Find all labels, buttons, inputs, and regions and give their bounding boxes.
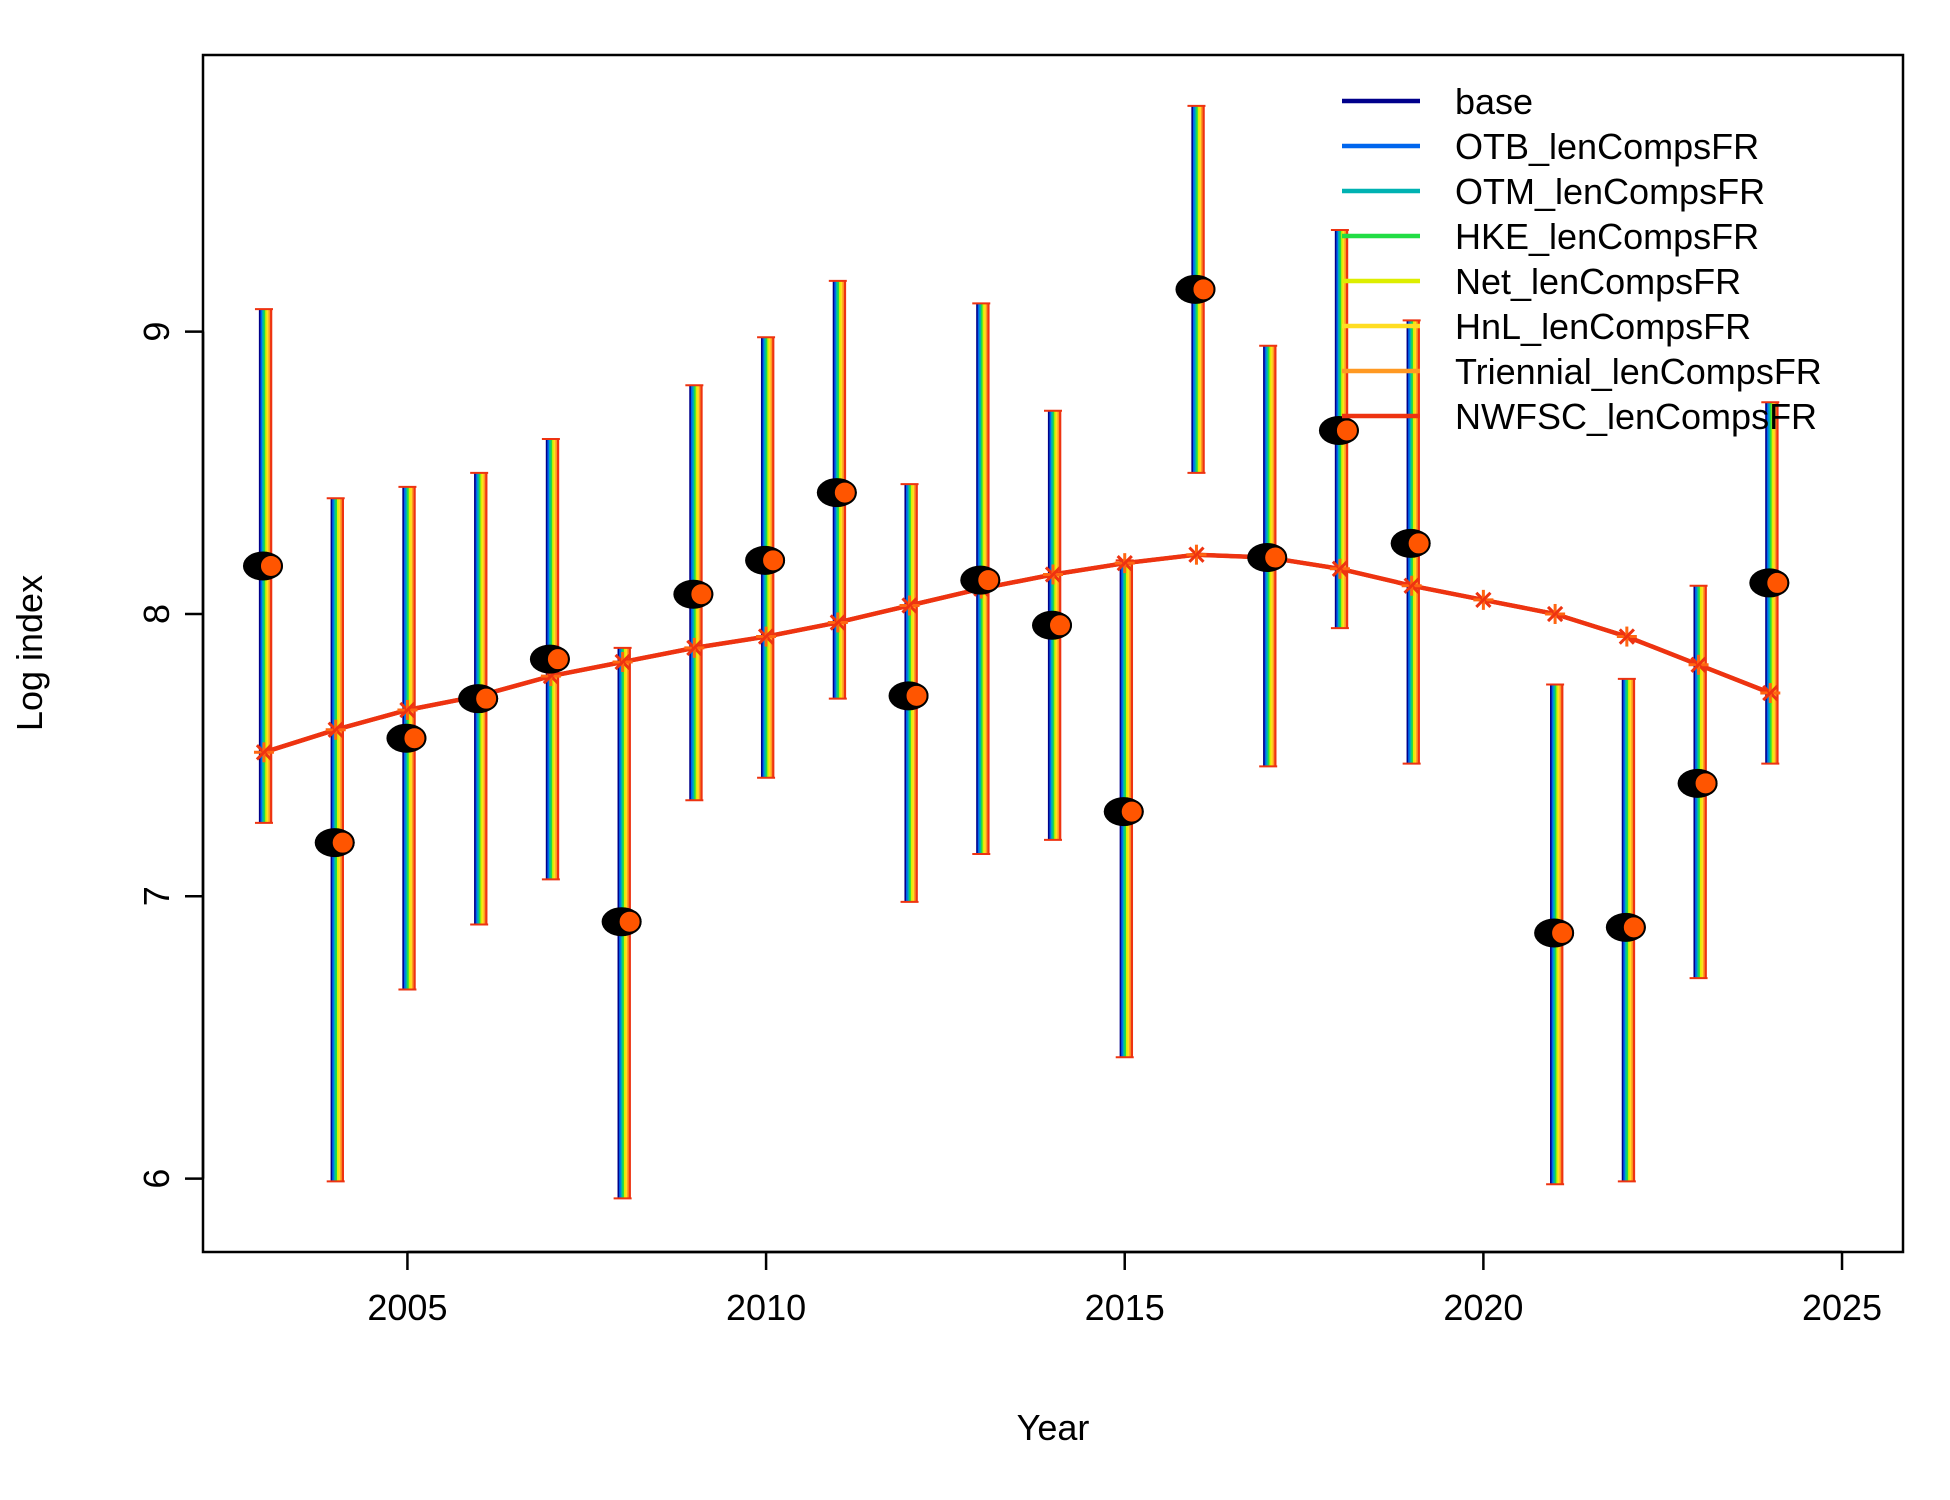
observed-point xyxy=(1032,610,1072,640)
fitted-point xyxy=(253,742,274,763)
legend-item: Triennial_lenCompsFR xyxy=(1342,351,1822,392)
fitted-point xyxy=(1545,603,1566,624)
legend-label: NWFSC_lenCompsFR xyxy=(1455,396,1817,437)
legend-label: HKE_lenCompsFR xyxy=(1455,216,1759,257)
fitted-point xyxy=(1401,575,1422,596)
fitted-point xyxy=(827,612,848,633)
observed-point xyxy=(458,684,499,714)
observed-point xyxy=(1175,274,1216,304)
legend-item: NWFSC_lenCompsFR xyxy=(1342,396,1817,437)
observed-point xyxy=(960,565,1001,595)
y-tick-label: 7 xyxy=(136,886,177,906)
fitted-point xyxy=(1473,589,1494,610)
fitted-point xyxy=(1186,544,1207,565)
fitted-point xyxy=(1043,564,1063,585)
observed-point xyxy=(601,907,642,937)
x-tick-label: 2020 xyxy=(1443,1287,1523,1328)
fitted-point xyxy=(1760,683,1781,704)
x-tick-label: 2015 xyxy=(1085,1287,1165,1328)
legend-item: HnL_lenCompsFR xyxy=(1342,306,1751,347)
fitted-point xyxy=(1616,626,1637,647)
legend-label: Net_lenCompsFR xyxy=(1455,261,1741,302)
observed-point xyxy=(1390,528,1431,558)
legend-item: OTM_lenCompsFR xyxy=(1342,171,1765,212)
fitted-point xyxy=(397,699,418,720)
y-tick-label: 9 xyxy=(136,322,177,342)
observed-point xyxy=(1677,768,1718,798)
observed-point xyxy=(1247,543,1288,573)
fitted-line-NWFSC_lenCompsFR xyxy=(263,552,1772,755)
observed-point xyxy=(1318,415,1359,445)
observed-point xyxy=(1103,797,1144,827)
y-tick-label: 6 xyxy=(136,1169,177,1189)
observed-point xyxy=(1534,918,1575,948)
observed-point xyxy=(816,478,857,508)
observed-point xyxy=(386,723,427,753)
fitted-point xyxy=(1688,654,1709,675)
legend-label: HnL_lenCompsFR xyxy=(1455,306,1751,347)
legend: baseOTB_lenCompsFROTM_lenCompsFRHKE_lenC… xyxy=(1342,81,1822,437)
legend-item: base xyxy=(1342,81,1533,122)
fitted-point xyxy=(1114,553,1135,574)
y-axis: 6 7 8 9 xyxy=(136,322,205,1189)
y-axis-title: Log index xyxy=(9,575,50,731)
x-tick-label: 2005 xyxy=(367,1287,447,1328)
observed-point xyxy=(1749,568,1790,598)
fitted-point xyxy=(612,651,633,672)
y-tick-label: 8 xyxy=(136,604,177,624)
observed-points xyxy=(242,274,1790,948)
fitted-point xyxy=(684,637,705,658)
legend-label: Triennial_lenCompsFR xyxy=(1455,351,1822,392)
legend-label: base xyxy=(1455,81,1533,122)
legend-label: OTB_lenCompsFR xyxy=(1455,126,1759,167)
fitted-point xyxy=(756,626,777,647)
observed-point xyxy=(888,681,929,711)
fitted-point xyxy=(1329,558,1350,579)
observed-point xyxy=(1605,912,1646,942)
observed-point xyxy=(242,551,283,581)
legend-item: Net_lenCompsFR xyxy=(1342,261,1741,302)
observed-point xyxy=(314,828,355,858)
x-axis-title: Year xyxy=(1017,1407,1090,1448)
observed-point xyxy=(529,644,570,674)
x-tick-label: 2025 xyxy=(1802,1287,1882,1328)
fitted-point xyxy=(325,719,346,740)
legend-item: OTB_lenCompsFR xyxy=(1342,126,1759,167)
legend-label: OTM_lenCompsFR xyxy=(1455,171,1765,212)
fitted-point xyxy=(899,595,920,616)
x-axis: 2005 2010 2015 2020 2025 xyxy=(367,1250,1882,1328)
x-tick-label: 2010 xyxy=(726,1287,806,1328)
legend-item: HKE_lenCompsFR xyxy=(1342,216,1759,257)
observed-point xyxy=(673,579,714,609)
observed-point xyxy=(745,545,786,575)
